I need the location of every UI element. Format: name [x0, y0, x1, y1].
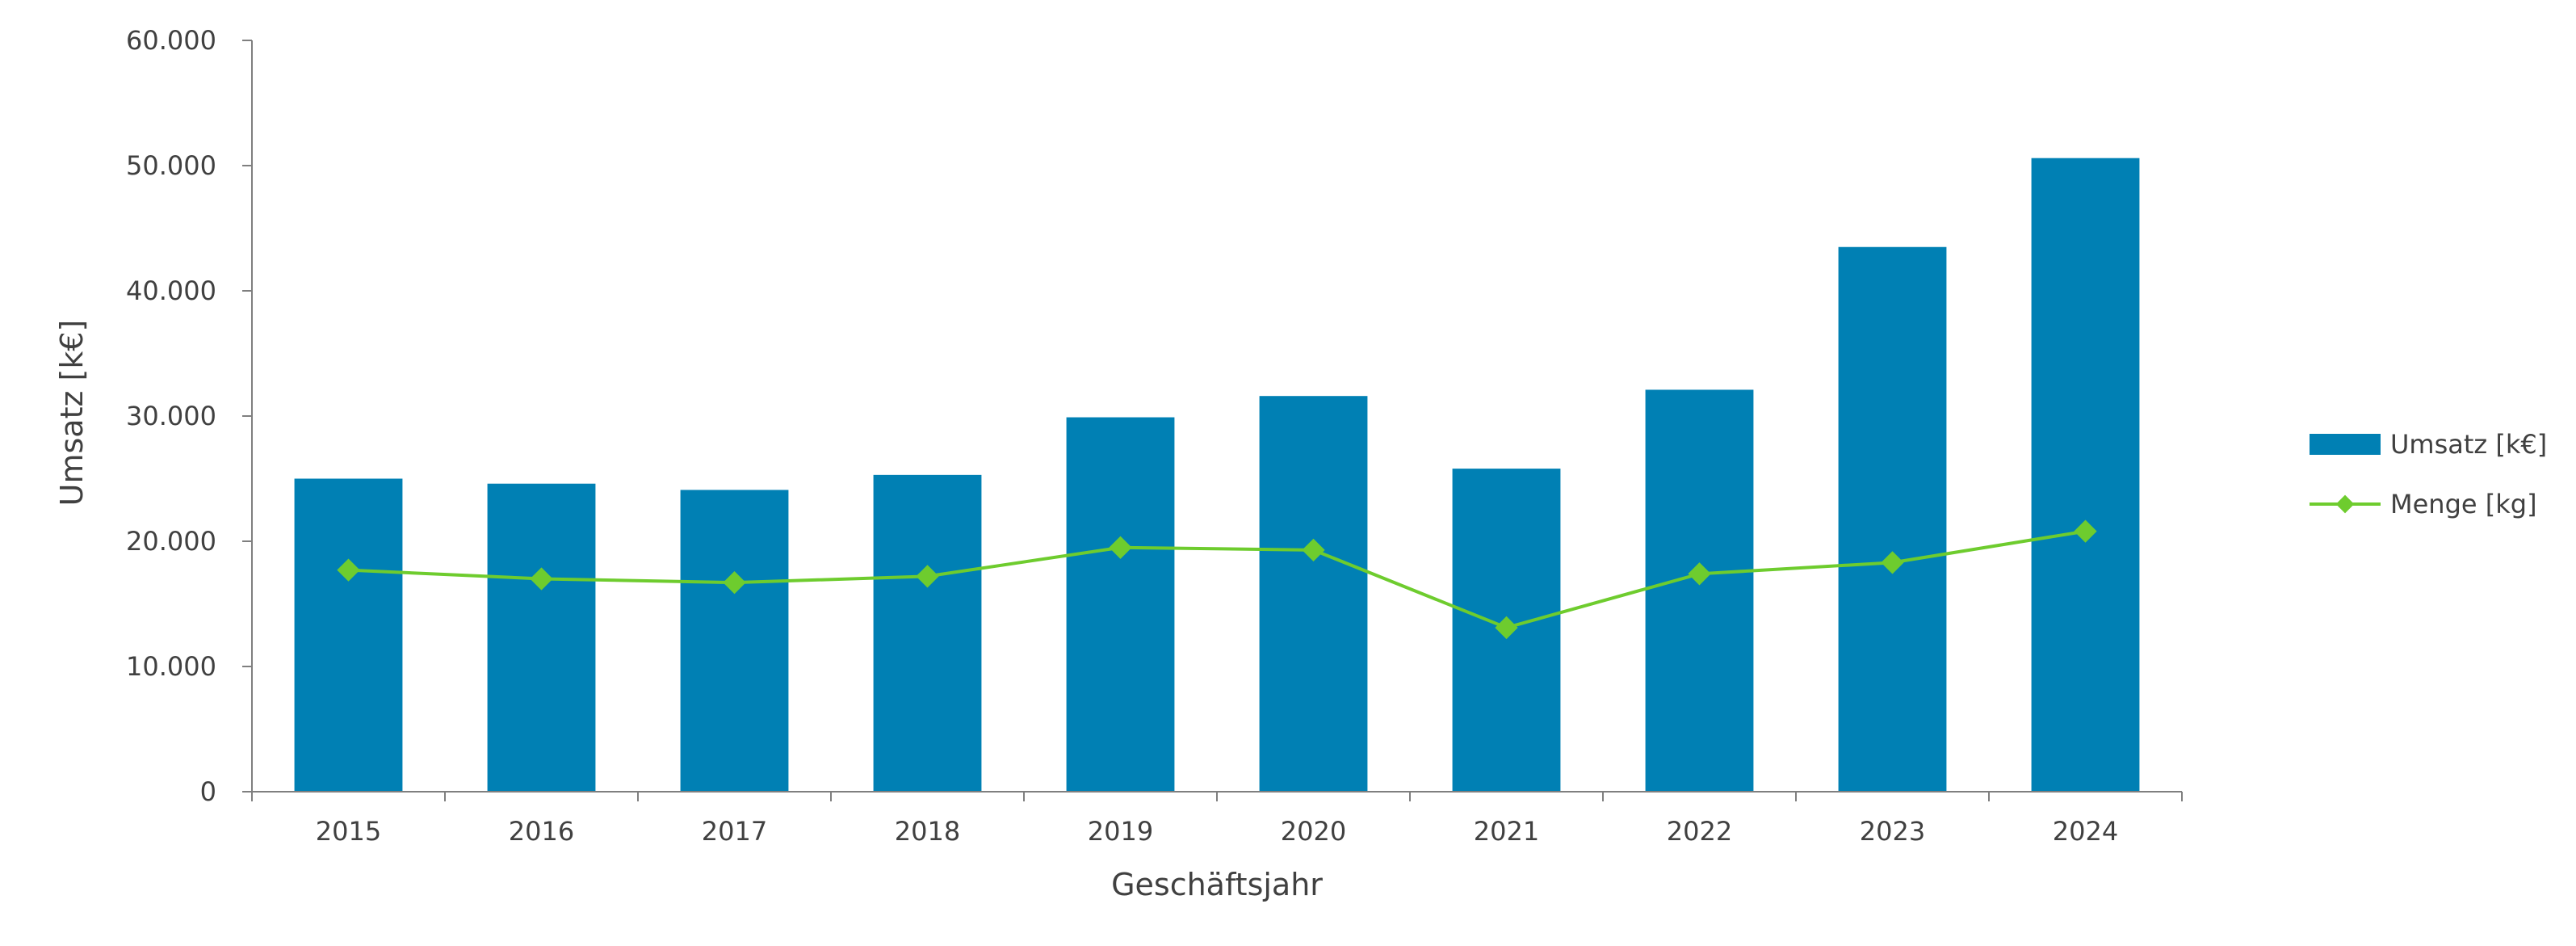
- y-axis-title: Umsatz [k€]: [54, 320, 90, 507]
- x-tick-label: 2016: [509, 816, 574, 847]
- x-tick-label: 2020: [1281, 816, 1346, 847]
- point-menge: [2074, 519, 2097, 543]
- bar-umsatz: [2031, 158, 2140, 792]
- bar-umsatz: [1645, 389, 1754, 792]
- bar-umsatz: [1066, 417, 1175, 792]
- bar-umsatz: [1259, 396, 1368, 792]
- x-tick-label: 2019: [1088, 816, 1153, 847]
- x-tick-label: 2015: [316, 816, 381, 847]
- series-line-menge: [348, 529, 2086, 630]
- bar-umsatz: [487, 483, 596, 792]
- legend-label-umsatz: Umsatz [k€]: [2390, 429, 2547, 460]
- legend-label-menge: Menge [kg]: [2390, 489, 2537, 519]
- y-tick-label: 60.000: [126, 25, 216, 56]
- y-ticks: 0 10.000 20.000 30.000 40.000 50.000 60.000: [126, 25, 252, 807]
- legend-swatch-umsatz: [2310, 434, 2381, 455]
- y-tick-label: 20.000: [126, 526, 216, 557]
- point-menge: [337, 558, 360, 582]
- point-menge: [1495, 616, 1518, 640]
- x-tick-label: 2021: [1474, 816, 1539, 847]
- y-tick-label: 40.000: [126, 275, 216, 306]
- point-menge: [1109, 536, 1132, 559]
- point-menge: [530, 567, 553, 591]
- x-tick-label: 2023: [1860, 816, 1925, 847]
- line-layer: [348, 529, 2086, 630]
- x-tick-label: 2018: [895, 816, 960, 847]
- bars-layer: [294, 158, 2140, 792]
- x-axis-title: Geschäftsjahr: [1111, 867, 1323, 902]
- y-tick-label: 50.000: [126, 150, 216, 181]
- x-tick-label: 2024: [2053, 816, 2118, 847]
- x-ticks: 2015 2016 2017 2018 2019 2020 2021 2022 2023 2024: [251, 792, 2183, 847]
- x-tick-label: 2017: [702, 816, 767, 847]
- bar-umsatz: [1838, 246, 1947, 792]
- legend: Umsatz [k€] Menge [kg]: [2310, 429, 2547, 519]
- x-tick-label: 2022: [1667, 816, 1732, 847]
- y-tick-label: 0: [200, 776, 216, 807]
- point-menge: [1688, 562, 1711, 586]
- y-tick-label: 30.000: [126, 401, 216, 431]
- point-menge: [723, 571, 746, 595]
- bar-umsatz: [294, 478, 403, 792]
- bar-umsatz: [680, 490, 789, 792]
- point-menge: [916, 565, 939, 588]
- bar-umsatz: [873, 474, 982, 792]
- y-tick-label: 10.000: [126, 651, 216, 682]
- point-menge: [1302, 538, 1325, 561]
- line-markers: [337, 519, 2097, 640]
- point-menge: [1881, 551, 1904, 574]
- legend-marker-menge: [2335, 494, 2355, 514]
